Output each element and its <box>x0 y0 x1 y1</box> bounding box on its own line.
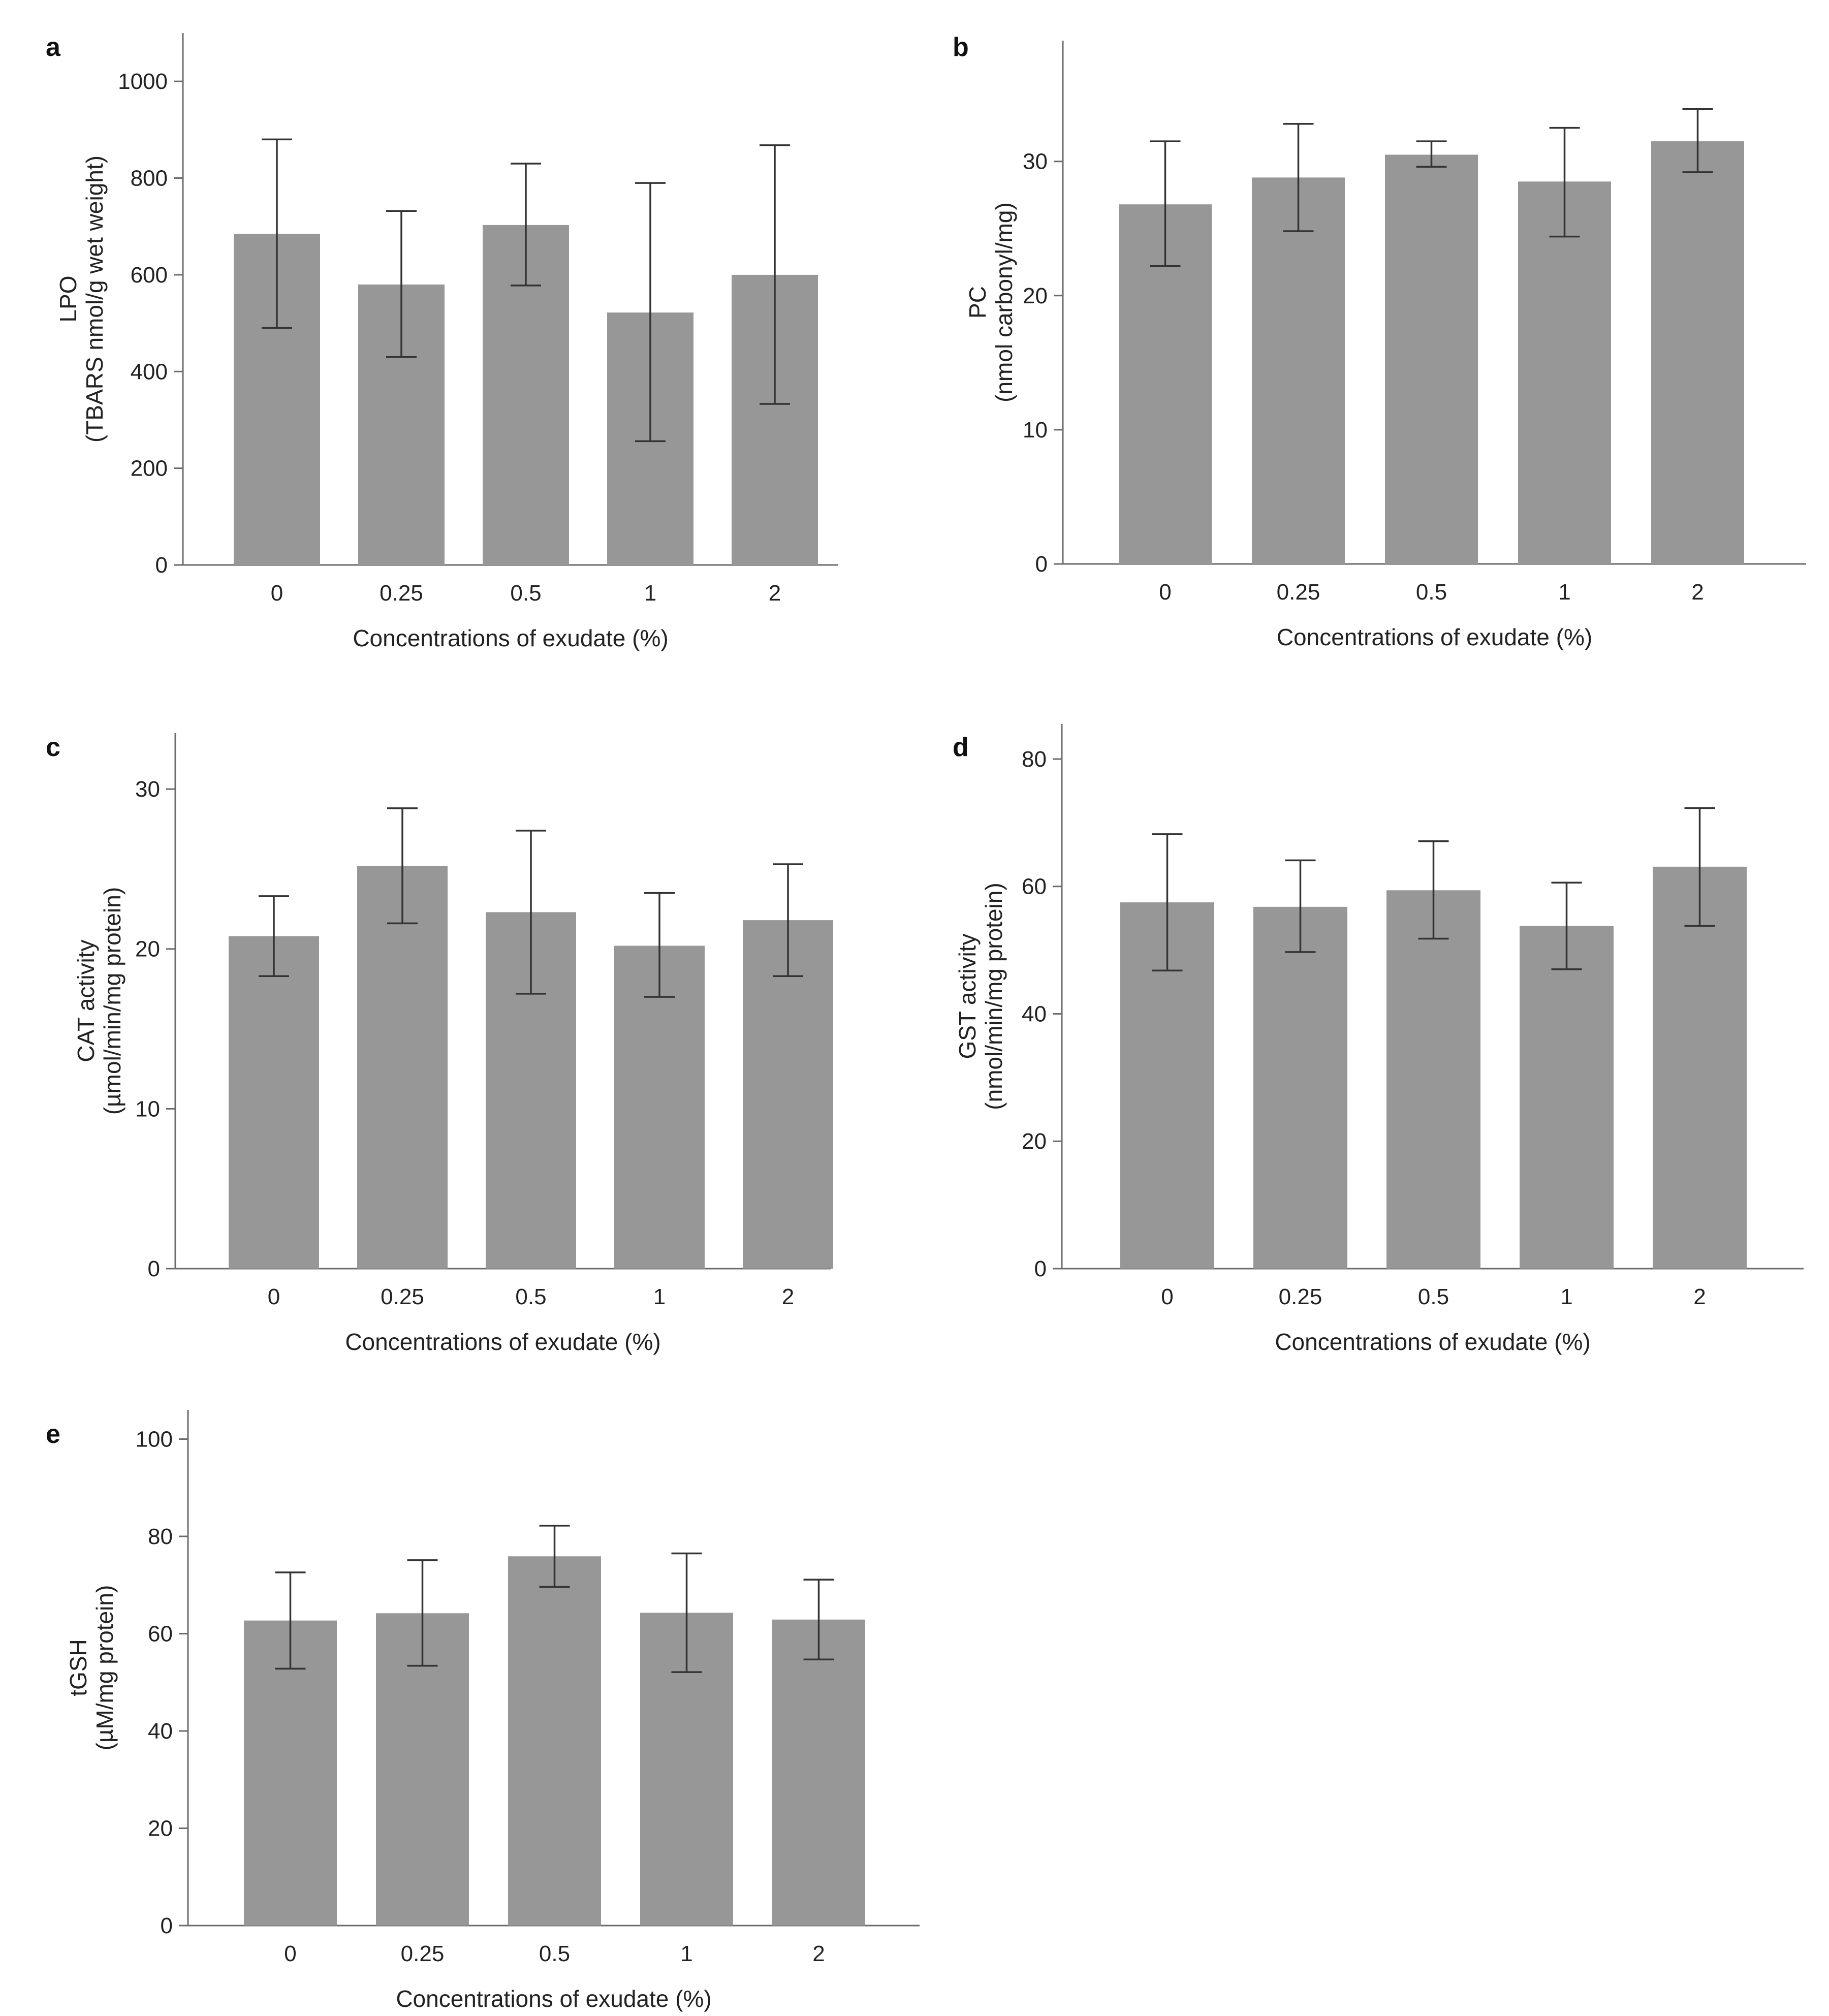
y-tick-label: 20 <box>1023 284 1048 308</box>
panel-letter: d <box>953 733 969 762</box>
y-tick-label: 60 <box>1022 874 1047 899</box>
bar-2 <box>743 920 833 1269</box>
panel-letter: b <box>953 33 969 62</box>
x-tick-label: 2 <box>782 1284 794 1309</box>
y-tick-label: 80 <box>1022 747 1047 772</box>
bar-1 <box>1520 926 1614 1269</box>
x-axis-title: Concentrations of exudate (%) <box>396 1986 711 2012</box>
y-tick-label: 100 <box>136 1427 173 1452</box>
x-tick-label: 0 <box>1161 1284 1173 1309</box>
y-tick-label: 20 <box>148 1816 173 1841</box>
y-axis-title-line: LPO <box>55 275 81 322</box>
y-axis-title-line: CAT activity <box>73 939 99 1062</box>
x-tick-label: 0 <box>1159 580 1171 605</box>
x-tick-label: 1 <box>644 581 656 606</box>
panel-d: d 0 20 40 60 80 0 0.25 0.5 1 2 Concentrations of ex… <box>953 724 1804 1355</box>
y-tick-label: 200 <box>131 456 168 481</box>
y-tick-label: 400 <box>131 359 168 384</box>
y-tick-label: 30 <box>1023 149 1048 174</box>
panel-c: c 0 10 20 30 0 0.25 0.5 1 2 Concentrations of exud… <box>46 733 833 1355</box>
bar-0.5 <box>1385 154 1478 564</box>
bar-0.25 <box>1252 177 1345 564</box>
x-tick-label: 2 <box>769 581 781 606</box>
y-tick-label: 0 <box>1035 552 1048 577</box>
y-axis-title-line: tGSH <box>65 1639 91 1696</box>
bar-2 <box>1651 141 1744 564</box>
x-axis-title: Concentrations of exudate (%) <box>345 1329 660 1355</box>
x-tick-label: 1 <box>1560 1284 1572 1309</box>
x-tick-label: 0.25 <box>1277 580 1320 605</box>
y-tick-label: 0 <box>155 553 168 578</box>
y-axis-title-line: GST activity <box>954 933 981 1059</box>
x-axis-title: Concentrations of exudate (%) <box>1277 624 1592 650</box>
y-tick-label: 30 <box>135 777 160 802</box>
x-tick-label: 0.5 <box>515 1284 546 1309</box>
panel-e: e 0 20 40 60 80 100 0 0.25 0.5 1 2 Concentrations of… <box>46 1410 920 2012</box>
bar-1 <box>1518 181 1611 564</box>
x-tick-label: 1 <box>1558 580 1570 605</box>
y-tick-label: 10 <box>1023 418 1048 443</box>
x-tick-label: 0 <box>284 1941 296 1966</box>
y-tick-label: 600 <box>131 263 168 288</box>
panel-letter: e <box>46 1420 60 1449</box>
panel-b: b 0 10 20 30 0 0.25 0.5 1 2 Concentrations of exud… <box>953 33 1806 650</box>
bar-0.25 <box>357 866 448 1269</box>
x-tick-label: 0.5 <box>510 581 541 606</box>
panel-letter: a <box>46 33 61 62</box>
x-tick-label: 1 <box>680 1941 692 1966</box>
bar-0.5 <box>508 1556 601 1926</box>
bar-0 <box>244 1620 337 1926</box>
y-tick-label: 0 <box>1034 1256 1047 1281</box>
panel-letter: c <box>46 733 60 762</box>
y-axis-title-line: (nmol/min/mg protein) <box>981 883 1007 1110</box>
x-tick-label: 0 <box>268 1284 280 1309</box>
bar-2 <box>1653 866 1747 1269</box>
y-tick-label: 20 <box>135 937 160 962</box>
x-axis-title: Concentrations of exudate (%) <box>1275 1329 1590 1355</box>
y-tick-label: 80 <box>148 1524 173 1549</box>
y-axis-title-line: PC <box>964 286 991 319</box>
y-axis-title-line: (µM/mg protein) <box>91 1585 118 1751</box>
x-tick-label: 0.25 <box>1279 1284 1322 1309</box>
x-tick-label: 0.25 <box>381 1284 424 1309</box>
x-tick-label: 2 <box>1693 1284 1706 1309</box>
x-tick-label: 1 <box>653 1284 666 1309</box>
bar-0.25 <box>1253 906 1347 1269</box>
y-tick-label: 20 <box>1022 1129 1047 1154</box>
y-tick-label: 40 <box>148 1719 173 1744</box>
x-tick-label: 0.5 <box>539 1941 570 1966</box>
y-tick-label: 1000 <box>118 69 168 94</box>
panel-a: a 0 200 400 600 800 1000 0 0.25 0.5 1 2 Concentratio… <box>46 33 838 651</box>
y-tick-label: 40 <box>1022 1001 1047 1026</box>
x-tick-label: 0.25 <box>380 581 423 606</box>
x-tick-label: 2 <box>1691 580 1704 605</box>
y-tick-label: 0 <box>148 1256 160 1281</box>
bar-0 <box>229 936 319 1269</box>
bar-1 <box>614 946 705 1269</box>
x-tick-label: 0 <box>271 581 283 606</box>
y-tick-label: 800 <box>131 166 168 191</box>
x-tick-label: 0.25 <box>401 1941 445 1966</box>
y-tick-label: 60 <box>148 1621 173 1646</box>
y-axis-title-line: (µmol/min/mg protein) <box>99 887 125 1115</box>
bar-2 <box>772 1619 865 1926</box>
y-axis-title-line: (TBARS nmol/g wet weight) <box>81 155 108 443</box>
x-tick-label: 2 <box>812 1941 825 1966</box>
y-tick-label: 0 <box>161 1913 173 1938</box>
x-tick-label: 0.5 <box>1418 1284 1449 1309</box>
x-tick-label: 0.5 <box>1416 580 1447 605</box>
bar-0.5 <box>1386 890 1480 1269</box>
x-axis-title: Concentrations of exudate (%) <box>353 625 668 651</box>
y-axis-title-line: (nmol carbonyl/mg) <box>991 202 1017 402</box>
y-tick-label: 10 <box>135 1096 160 1121</box>
